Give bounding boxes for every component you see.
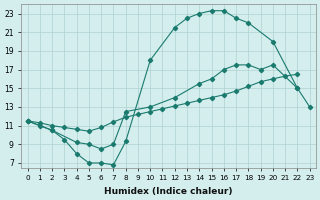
X-axis label: Humidex (Indice chaleur): Humidex (Indice chaleur) — [104, 187, 233, 196]
